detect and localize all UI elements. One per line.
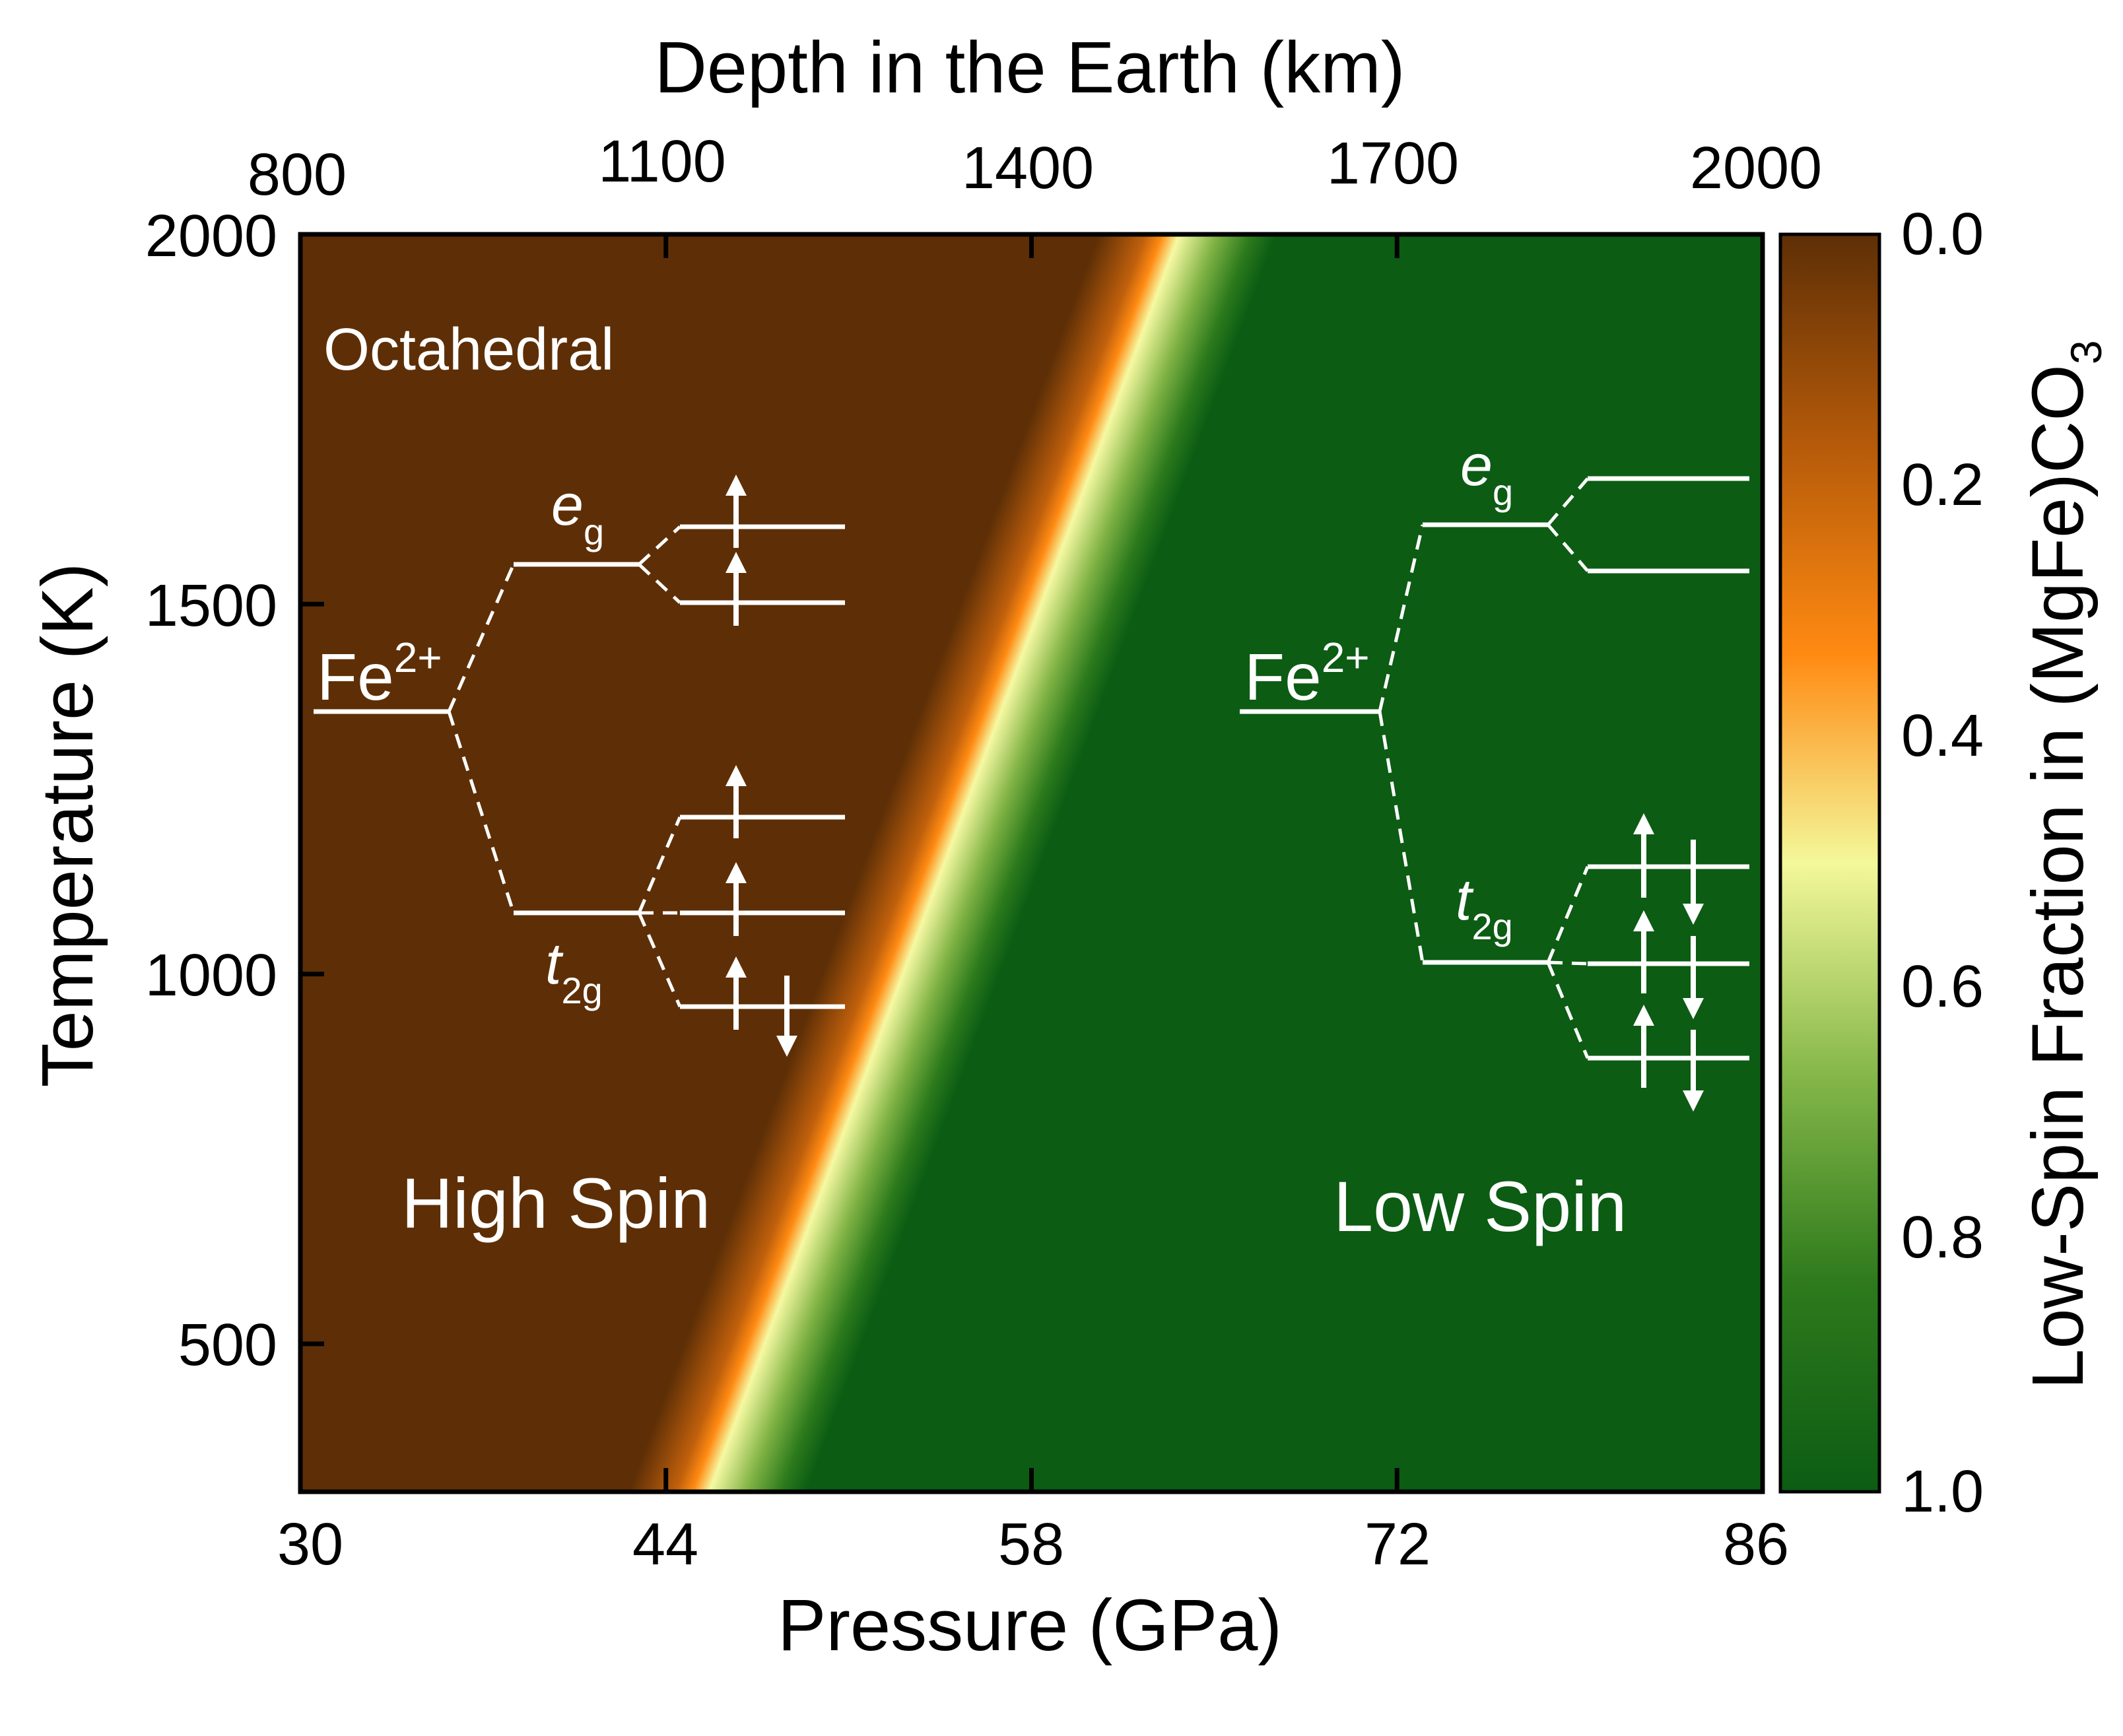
electron-arrows-low-spin xyxy=(1633,813,1704,1112)
colorbar-tick-label-1: 0.2 xyxy=(1901,452,1984,518)
colorbar-tick-label-5: 1.0 xyxy=(1901,1459,1984,1525)
t2g-label-high-spin: t2g xyxy=(545,931,603,1011)
x-axis-title: Pressure (GPa) xyxy=(778,1585,1282,1666)
eg-main: e xyxy=(551,472,584,537)
split-dashes-high-spin xyxy=(447,525,682,1008)
fe-ion-label-low-spin: Fe2+ xyxy=(1244,634,1370,714)
heatmap-area xyxy=(298,232,1765,1494)
colorbar-tick-label-2: 0.4 xyxy=(1901,703,1984,769)
x-axis-top: Depth in the Earth (km) 800 1100 1400 17… xyxy=(248,27,1822,208)
eg-subscript: g xyxy=(584,511,604,552)
region-labels: Octahedral High Spin Low Spin xyxy=(323,317,1627,1246)
high-spin-orbital-labels: Fe2+ eg t2g xyxy=(317,472,604,1011)
octahedral-label: Octahedral xyxy=(323,317,614,383)
y-axis-title: Temperature (K) xyxy=(27,563,108,1088)
t2g-subscript: 2g xyxy=(1471,906,1512,947)
heatmap-fill xyxy=(300,234,1763,1492)
colorbar-tick-label-4: 0.8 xyxy=(1901,1205,1984,1271)
low-spin-label: Low Spin xyxy=(1333,1166,1627,1246)
eg-main: e xyxy=(1460,432,1493,498)
top-tick-label-800: 800 xyxy=(248,142,347,208)
low-spin-orbital-labels: Fe2+ eg t2g xyxy=(1244,432,1513,947)
x-tick-label-44: 44 xyxy=(632,1512,698,1578)
colorbar: 0.0 0.2 0.4 0.6 0.8 1.0 Low-Spin Fractio… xyxy=(1778,201,2110,1525)
colorbar-title-main: Low-Spin Fraction in (MgFe)CO xyxy=(2017,364,2099,1389)
t2g-main: t xyxy=(545,931,564,996)
top-axis-title: Depth in the Earth (km) xyxy=(654,27,1405,108)
y-axis: 500 1000 1500 2000 Temperature (K) xyxy=(27,203,277,1378)
top-tick-label-2000: 2000 xyxy=(1690,135,1822,201)
y-tick-label-500: 500 xyxy=(178,1312,277,1378)
top-tick-label-1100: 1100 xyxy=(598,129,726,195)
colorbar-fill xyxy=(1778,232,1881,1494)
y-tick-label-1500: 1500 xyxy=(145,573,277,639)
fe-ion-symbol: Fe xyxy=(1244,640,1322,714)
t2g-label-low-spin: t2g xyxy=(1456,867,1513,947)
colorbar-tick-label-0: 0.0 xyxy=(1901,201,1984,267)
colorbar-title-subscript: 3 xyxy=(2062,340,2110,364)
y-tick-label-1000: 1000 xyxy=(145,943,277,1009)
low-spin-orbital-diagram xyxy=(1240,476,1749,1112)
electron-arrows-high-spin xyxy=(725,475,797,1057)
top-tick-label-1400: 1400 xyxy=(962,135,1094,201)
fe-ion-charge: 2+ xyxy=(1322,634,1370,681)
x-tick-label-58: 58 xyxy=(998,1512,1064,1578)
high-spin-label: High Spin xyxy=(401,1163,710,1243)
colorbar-title: Low-Spin Fraction in (MgFe)CO3 xyxy=(2017,340,2110,1389)
t2g-main: t xyxy=(1456,867,1474,932)
eg-subscript: g xyxy=(1493,471,1513,513)
axis-ticks xyxy=(298,232,1765,1492)
fe-ion-charge: 2+ xyxy=(394,634,442,681)
t2g-subscript: 2g xyxy=(561,970,602,1011)
y-tick-label-2000: 2000 xyxy=(145,203,277,269)
x-axis-bottom: 30 44 58 72 86 Pressure (GPa) xyxy=(277,1512,1789,1666)
x-tick-label-86: 86 xyxy=(1723,1512,1789,1578)
split-dashes-low-spin xyxy=(1378,477,1590,1059)
x-tick-label-30: 30 xyxy=(277,1512,343,1578)
fe-ion-label-high-spin: Fe2+ xyxy=(317,634,442,714)
fe-ion-symbol: Fe xyxy=(317,640,394,714)
x-tick-label-72: 72 xyxy=(1365,1512,1431,1578)
colorbar-tick-label-3: 0.6 xyxy=(1901,954,1984,1020)
high-spin-orbital-diagram xyxy=(314,475,845,1057)
eg-label-low-spin: eg xyxy=(1460,432,1513,513)
eg-label-high-spin: eg xyxy=(551,472,604,552)
top-tick-label-1700: 1700 xyxy=(1327,131,1459,197)
